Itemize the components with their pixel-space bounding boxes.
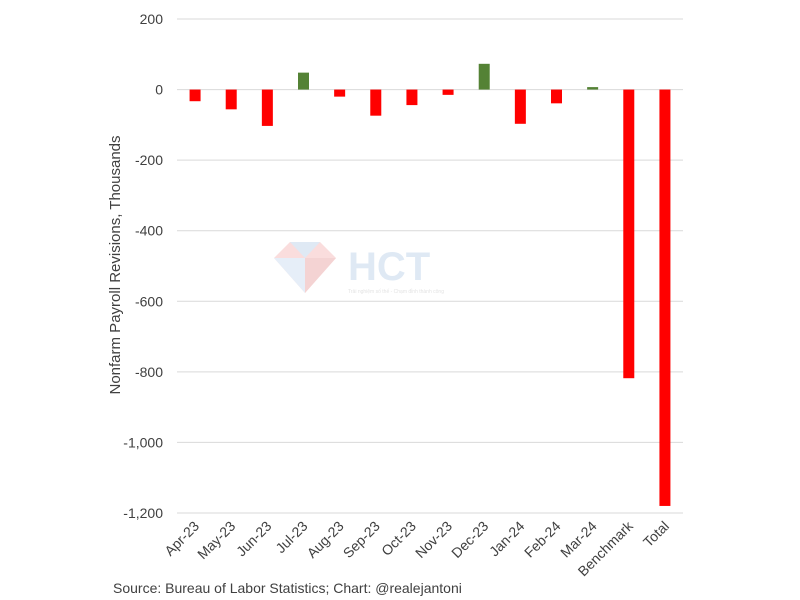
gridlines	[177, 18, 683, 514]
bar	[551, 89, 562, 104]
bar	[334, 89, 346, 97]
bar	[478, 63, 490, 90]
x-tick-label: Feb-24	[521, 518, 564, 561]
svg-text:Trải nghiệm số thế - Chạm đỉnh: Trải nghiệm số thế - Chạm đỉnh thành côn…	[348, 288, 444, 295]
y-tick-label: -1,200	[123, 505, 163, 521]
bar	[442, 89, 454, 95]
x-tick-label: Total	[640, 518, 672, 550]
bar	[623, 89, 635, 379]
x-tick-label: Nov-23	[412, 518, 455, 561]
y-tick-label: -200	[135, 152, 163, 168]
x-tick-label: Aug-23	[304, 518, 347, 561]
bar	[587, 87, 599, 90]
x-tick-labels: Apr-23May-23Jun-23Jul-23Aug-23Sep-23Oct-…	[161, 517, 672, 579]
bar	[298, 72, 309, 90]
x-tick-label: Dec-23	[448, 518, 491, 561]
x-tick-label: Oct-23	[378, 518, 419, 559]
bar	[659, 89, 671, 506]
y-tick-label: -1,000	[123, 434, 163, 450]
hct-logo-watermark: HCT Trải nghiệm số thế - Chạm đỉnh thành…	[274, 242, 444, 295]
y-tick-label: -800	[135, 364, 163, 380]
x-tick-label: Jan-24	[486, 518, 528, 560]
bar	[225, 89, 237, 110]
y-tick-labels: 200 0 -200 -400 -600 -800 -1,000 -1,200	[123, 11, 163, 521]
svg-text:HCT: HCT	[348, 245, 430, 289]
y-tick-label: 200	[140, 11, 164, 27]
bar	[189, 89, 201, 102]
bars	[189, 63, 671, 506]
x-tick-label: May-23	[194, 518, 238, 562]
x-tick-label: Sep-23	[340, 518, 383, 561]
y-tick-label: 0	[155, 82, 163, 98]
x-tick-label: Jun-23	[233, 518, 275, 560]
bar	[261, 89, 273, 126]
bar	[370, 89, 382, 116]
y-axis-title: Nonfarm Payroll Revisions, Thousands	[107, 135, 124, 394]
y-tick-label: -600	[135, 293, 163, 309]
bar	[406, 89, 418, 106]
bar	[514, 89, 526, 124]
chart-source-note: Source: Bureau of Labor Statistics; Char…	[113, 580, 462, 596]
y-tick-label: -400	[135, 223, 163, 239]
